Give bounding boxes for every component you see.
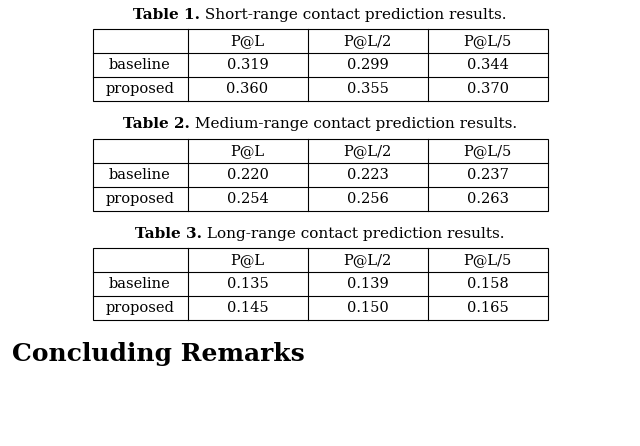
Text: Concluding Remarks: Concluding Remarks — [12, 342, 305, 366]
Text: 0.223: 0.223 — [347, 168, 388, 182]
Text: baseline: baseline — [109, 58, 171, 72]
Text: 0.145: 0.145 — [227, 301, 268, 315]
Text: proposed: proposed — [106, 83, 175, 96]
Text: 0.355: 0.355 — [347, 83, 388, 96]
Text: proposed: proposed — [106, 301, 175, 315]
Text: P@L/2: P@L/2 — [344, 253, 392, 267]
Text: 0.158: 0.158 — [467, 277, 508, 291]
Text: 0.220: 0.220 — [227, 168, 268, 182]
Text: Long-range contact prediction results.: Long-range contact prediction results. — [202, 227, 505, 241]
Text: Table 2.: Table 2. — [123, 117, 190, 131]
Text: baseline: baseline — [109, 168, 171, 182]
Text: P@L/5: P@L/5 — [463, 144, 511, 158]
Text: P@L: P@L — [230, 34, 264, 48]
Text: 0.370: 0.370 — [467, 83, 509, 96]
Text: 0.263: 0.263 — [467, 192, 509, 206]
Bar — [93, 29, 547, 101]
Text: 0.360: 0.360 — [227, 83, 269, 96]
Text: 0.165: 0.165 — [467, 301, 508, 315]
Text: proposed: proposed — [106, 192, 175, 206]
Text: 0.139: 0.139 — [347, 277, 388, 291]
Text: 0.344: 0.344 — [467, 58, 508, 72]
Text: Short-range contact prediction results.: Short-range contact prediction results. — [200, 8, 507, 22]
Text: 0.237: 0.237 — [467, 168, 508, 182]
Text: P@L/5: P@L/5 — [463, 253, 511, 267]
Text: Table 1.: Table 1. — [133, 8, 200, 22]
Text: P@L/5: P@L/5 — [463, 34, 511, 48]
Text: P@L/2: P@L/2 — [344, 34, 392, 48]
Text: 0.256: 0.256 — [347, 192, 388, 206]
Bar — [93, 139, 547, 211]
Text: 0.254: 0.254 — [227, 192, 268, 206]
Text: 0.135: 0.135 — [227, 277, 268, 291]
Text: Table 3.: Table 3. — [135, 227, 202, 241]
Text: 0.299: 0.299 — [347, 58, 388, 72]
Text: baseline: baseline — [109, 277, 171, 291]
Bar — [93, 248, 547, 320]
Text: 0.319: 0.319 — [227, 58, 268, 72]
Text: 0.150: 0.150 — [347, 301, 388, 315]
Text: P@L: P@L — [230, 253, 264, 267]
Text: P@L: P@L — [230, 144, 264, 158]
Text: P@L/2: P@L/2 — [344, 144, 392, 158]
Text: Medium-range contact prediction results.: Medium-range contact prediction results. — [190, 117, 517, 131]
